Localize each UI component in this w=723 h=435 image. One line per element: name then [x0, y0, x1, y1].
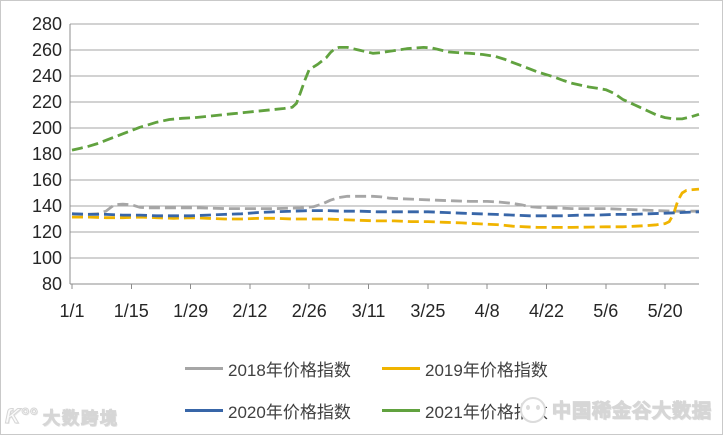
watermark-right-text: 中国稀金谷大数据 — [551, 401, 712, 423]
watermark-xijingu: 中国稀金谷大数据 — [519, 396, 712, 423]
svg-text:280: 280 — [32, 14, 62, 34]
svg-text:2/26: 2/26 — [292, 301, 327, 321]
legend-item-2018: 2018年价格指数 — [185, 356, 382, 381]
legend-label-2018: 2018年价格指数 — [228, 361, 351, 380]
legend-label-2020: 2020年价格指数 — [228, 403, 351, 422]
legend-line-swatch-2018 — [185, 367, 223, 370]
legend-line-swatch-2021 — [382, 409, 420, 412]
svg-text:4/22: 4/22 — [529, 301, 564, 321]
svg-text:100: 100 — [32, 248, 62, 268]
svg-text:1/15: 1/15 — [114, 301, 149, 321]
svg-text:220: 220 — [32, 92, 62, 112]
svg-text:260: 260 — [32, 40, 62, 60]
legend-item-2021: 2021年价格指数 — [382, 398, 548, 423]
svg-text:3/11: 3/11 — [352, 301, 386, 321]
svg-text:2/12: 2/12 — [232, 301, 267, 321]
legend-label-2019: 2019年价格指数 — [425, 361, 548, 380]
svg-text:180: 180 — [32, 144, 62, 164]
svg-text:200: 200 — [32, 118, 62, 138]
legend-label-2021: 2021年价格指数 — [425, 403, 548, 422]
svg-text:5/20: 5/20 — [648, 301, 683, 321]
legend-item-2020: 2020年价格指数 — [185, 398, 382, 423]
svg-text:5/6: 5/6 — [593, 301, 618, 321]
line-chart-plot-area: 280 260 240 220 200 180 160 140 120 100 80 1/1 1/15 1… — [32, 14, 700, 321]
svg-text:120: 120 — [32, 222, 62, 242]
svg-text:140: 140 — [32, 196, 62, 216]
chart-legend: 2018年价格指数 2019年价格指数 2020年价格指数 2021年价格指数 — [185, 356, 548, 423]
watermark-left-text: 大数跨境 — [42, 409, 119, 429]
legend-item-2019: 2019年价格指数 — [382, 356, 548, 381]
legend-line-swatch-2019 — [382, 367, 420, 370]
svg-text:3/25: 3/25 — [410, 301, 445, 321]
svg-text:160: 160 — [32, 170, 62, 190]
legend-line-swatch-2020 — [185, 409, 223, 412]
svg-text:4/8: 4/8 — [475, 301, 500, 321]
svg-text:80: 80 — [42, 274, 62, 294]
dashukuajing-logo-icon: Ƙ°° — [5, 404, 38, 428]
svg-text:1/29: 1/29 — [173, 301, 208, 321]
panda-logo-icon — [519, 396, 546, 423]
svg-text:240: 240 — [32, 66, 62, 86]
svg-text:1/1: 1/1 — [59, 301, 84, 321]
watermark-dashukuajing: Ƙ°° 大数跨境 — [5, 404, 119, 429]
